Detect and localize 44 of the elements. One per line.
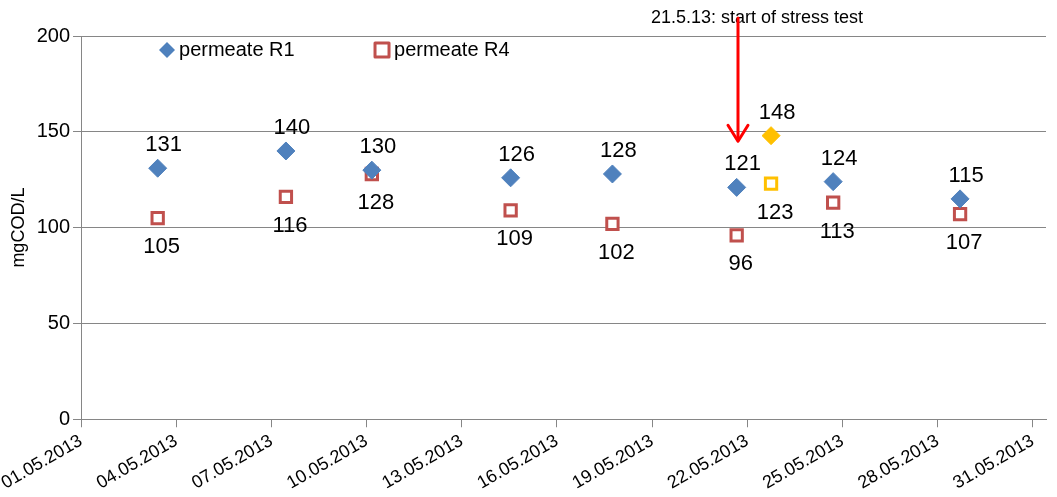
data-label: 105 <box>143 233 181 259</box>
data-label: 116 <box>272 212 308 238</box>
data-label: 126 <box>498 140 535 166</box>
y-tick-label: 100 <box>36 215 71 238</box>
data-label: 113 <box>819 217 855 243</box>
ref-line-label: 21.5.13: start of stress test <box>651 6 864 27</box>
legend-label: permeate R1 <box>179 37 295 60</box>
point <box>503 203 518 218</box>
data-label: 102 <box>598 238 635 264</box>
data-label: 130 <box>359 133 397 159</box>
data-label: 96 <box>728 250 753 276</box>
point <box>362 160 382 180</box>
data-label: 107 <box>945 229 983 255</box>
y-tick-label: 0 <box>58 406 71 429</box>
y-tick-label: 150 <box>36 119 71 142</box>
data-label: 115 <box>948 161 984 187</box>
data-label: 128 <box>357 189 395 215</box>
y-axis-title: mgCOD/L <box>7 187 28 268</box>
data-label: 109 <box>496 225 533 251</box>
point <box>148 158 168 178</box>
point <box>278 189 294 205</box>
data-label: 121 <box>724 150 762 176</box>
point <box>763 176 779 191</box>
y-tick-label: 200 <box>36 23 71 46</box>
data-label: 131 <box>145 131 183 157</box>
data-label: 124 <box>820 144 858 170</box>
legend-label: permeate R4 <box>394 37 510 60</box>
data-label: 148 <box>758 98 796 124</box>
y-tick-label: 50 <box>47 310 71 333</box>
point <box>826 195 841 210</box>
point <box>150 210 165 226</box>
point <box>729 228 744 243</box>
point <box>501 168 521 188</box>
point <box>952 207 968 222</box>
point <box>602 164 622 184</box>
point <box>276 141 296 161</box>
point <box>823 172 843 192</box>
point <box>761 126 781 146</box>
data-label: 128 <box>600 137 637 163</box>
point <box>605 216 620 231</box>
data-label: 123 <box>756 198 794 224</box>
point <box>950 189 970 209</box>
data-label: 140 <box>273 114 311 140</box>
point <box>727 177 747 197</box>
